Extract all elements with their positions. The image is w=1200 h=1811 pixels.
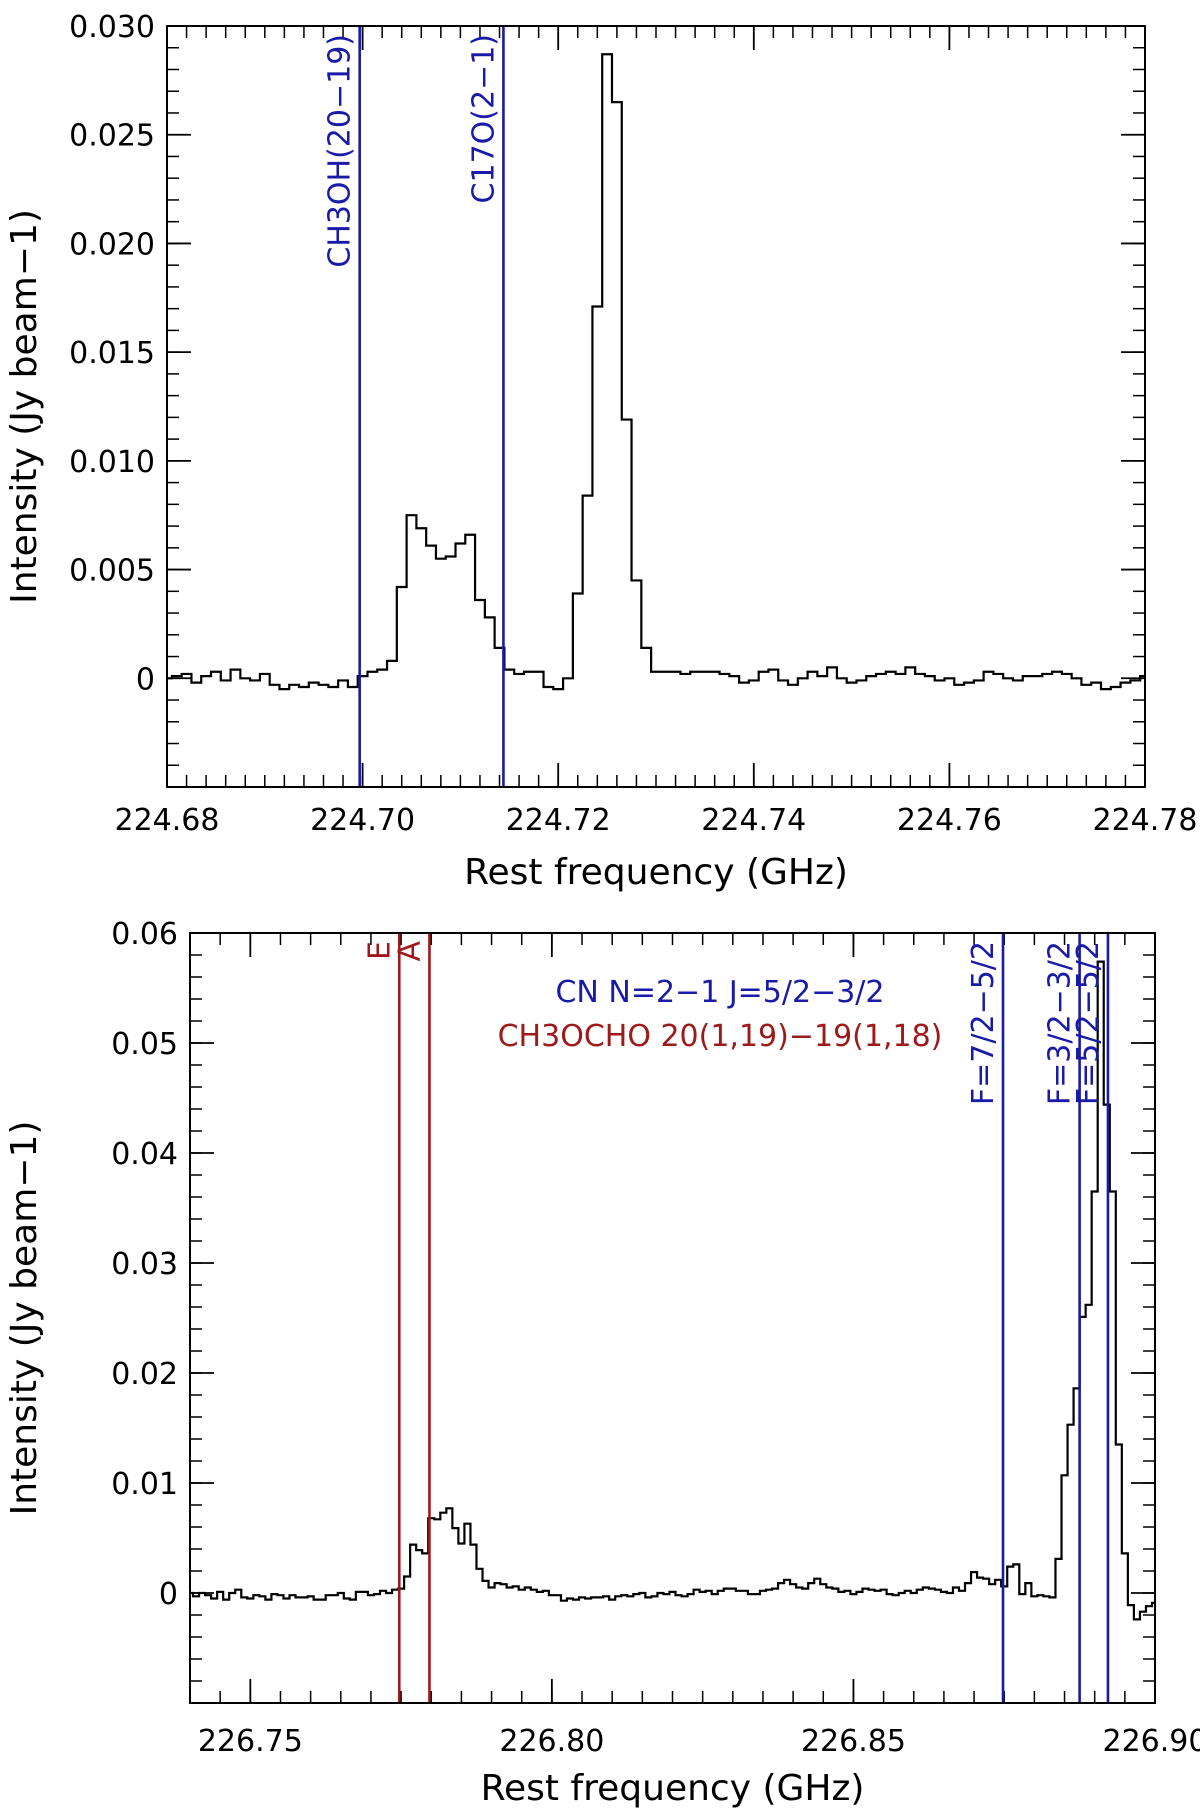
annotation-text: CH3OCHO 20(1,19)−19(1,18)	[498, 1019, 943, 1054]
top-spectrum-panel: 224.68 224.70 224.72 224.74 224.76 224.78 0 0.0…	[4, 10, 1198, 893]
y-tick-label: 0.015	[69, 336, 155, 371]
x-tick-label: 226.80	[499, 1724, 604, 1759]
y-tick-label: 0.025	[69, 119, 155, 154]
y-tick-label: 0.005	[69, 554, 155, 589]
vline-label: A	[392, 941, 427, 962]
annotation-text: CN N=2−1 J=5/2−3/2	[555, 975, 884, 1010]
x-tick-label: 224.78	[1093, 803, 1198, 838]
y-tick-label: 0	[159, 1577, 178, 1612]
y-tick-label: 0.06	[111, 917, 178, 952]
x-axis-label: Rest frequency (GHz)	[464, 852, 848, 893]
vline-label: C17O(2−1)	[466, 34, 501, 203]
y-tick-label: 0.03	[111, 1247, 178, 1282]
x-tick-label: 226.75	[198, 1724, 303, 1759]
vline-label: F=3/2−3/2	[1043, 941, 1078, 1105]
y-axis-label: Intensity (Jy beam−1)	[4, 1121, 45, 1516]
y-tick-label: 0.02	[111, 1357, 178, 1392]
x-tick-label: 224.68	[115, 803, 220, 838]
vline-label: F=5/2−5/2	[1071, 941, 1106, 1105]
y-tick-label: 0.01	[111, 1467, 178, 1502]
y-axis-label: Intensity (Jy beam−1)	[4, 209, 45, 604]
vline-label: E	[362, 941, 397, 960]
bottom-spectrum-panel: 226.75 226.80 226.85 226.90 0 0.01 0.02 0.03 0.0…	[4, 917, 1200, 1809]
x-tick-label: 224.74	[701, 803, 806, 838]
spectrum-line	[167, 53, 1145, 691]
x-axis-label: Rest frequency (GHz)	[481, 1768, 865, 1809]
y-tick-label: 0.030	[69, 10, 155, 45]
spectrum-line	[190, 960, 1155, 1621]
vline-label: F=7/2−5/2	[966, 941, 1001, 1105]
x-tick-label: 224.70	[310, 803, 415, 838]
x-tick-label: 226.85	[801, 1724, 906, 1759]
plot-frame	[166, 25, 1146, 788]
y-tick-label: 0	[136, 662, 155, 697]
y-tick-label: 0.010	[69, 445, 155, 480]
x-tick-label: 224.72	[506, 803, 611, 838]
x-tick-label: 226.90	[1103, 1724, 1200, 1759]
vline-label: CH3OH(20−19)	[323, 34, 358, 268]
x-tick-label: 224.76	[897, 803, 1002, 838]
y-tick-label: 0.020	[69, 227, 155, 262]
y-tick-label: 0.05	[111, 1027, 178, 1062]
y-tick-label: 0.04	[111, 1137, 178, 1172]
plot-frame	[189, 932, 1156, 1704]
